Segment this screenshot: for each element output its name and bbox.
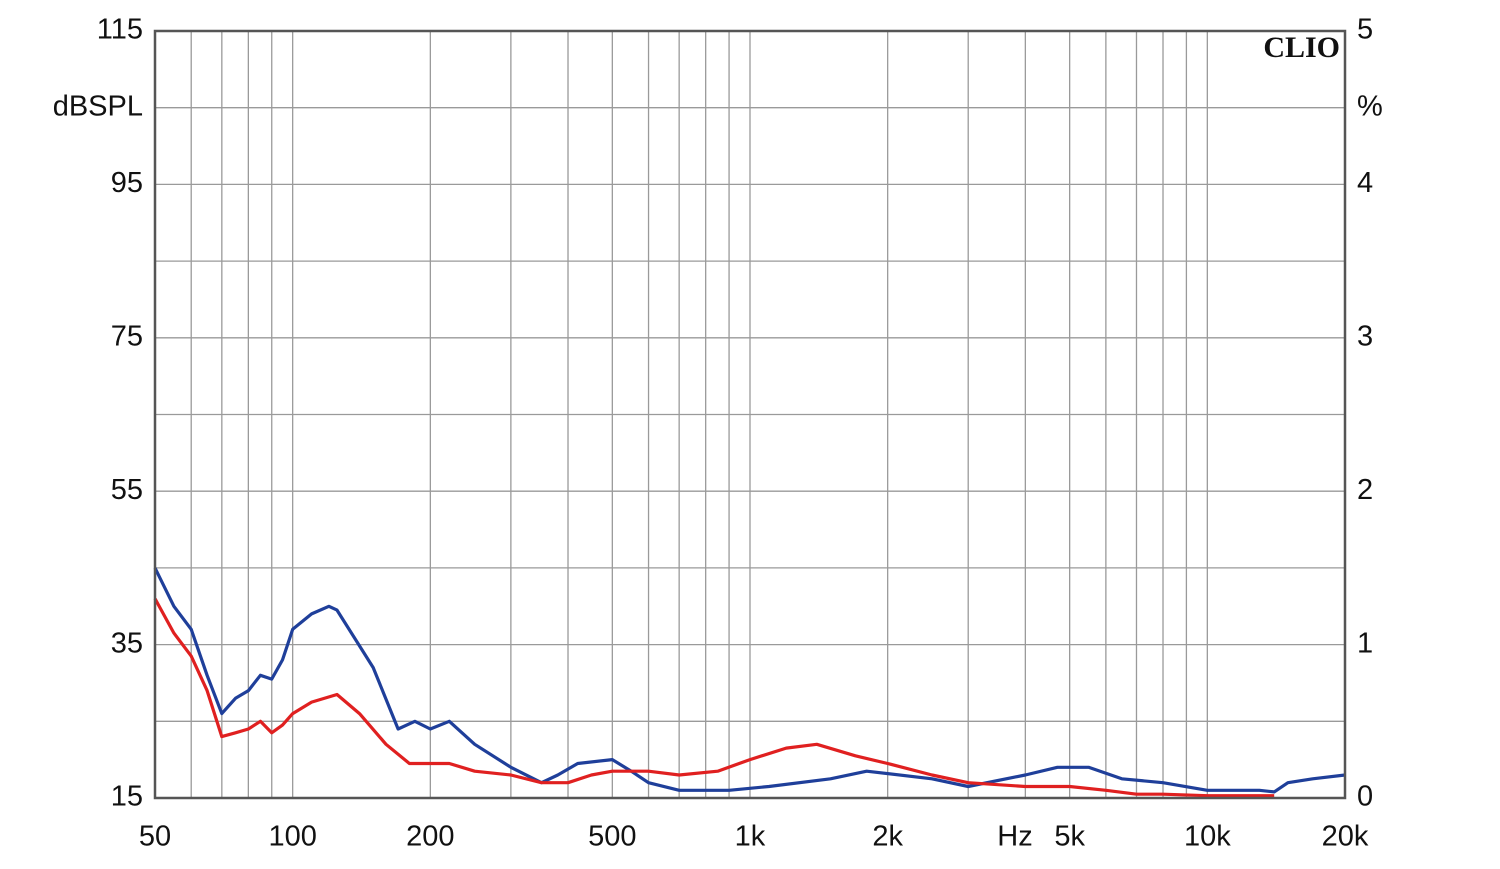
series-line: [153, 567, 1346, 794]
y-tick-label: 35: [111, 627, 143, 659]
y-tick-label: 55: [111, 474, 143, 506]
y2-tick-label: 1: [1357, 627, 1373, 659]
brand: CLIO: [1263, 31, 1340, 64]
x-tick-label: 5k: [1054, 821, 1085, 853]
y2-tick-label: 0: [1357, 781, 1373, 813]
y2-axis-label: %: [1357, 91, 1383, 123]
plot-frame: [153, 29, 1347, 800]
y-tick-label: 75: [111, 320, 143, 352]
x-tick-label: 100: [268, 821, 316, 853]
y2-tick-label: 4: [1357, 167, 1373, 199]
y-tick-label: 115: [97, 14, 143, 46]
y-tick-label: 15: [111, 781, 143, 813]
y2-tick-label: 5: [1357, 14, 1373, 46]
y-axis-label: dBSPL: [53, 91, 143, 123]
series-line: [153, 597, 1275, 798]
y2-tick-label: 3: [1357, 320, 1373, 352]
x-tick-label: 200: [406, 821, 454, 853]
x-tick-label: 1k: [735, 821, 766, 853]
x-tick-label: 2k: [872, 821, 903, 853]
x-tick-label: 20k: [1322, 821, 1369, 853]
y-tick-label: 95: [111, 167, 143, 199]
x-axis-label: Hz: [997, 821, 1032, 853]
x-tick-label: 500: [588, 821, 636, 853]
x-tick-label: 10k: [1184, 821, 1231, 853]
x-tick-label: 50: [139, 821, 171, 853]
y2-tick-label: 2: [1357, 474, 1373, 506]
